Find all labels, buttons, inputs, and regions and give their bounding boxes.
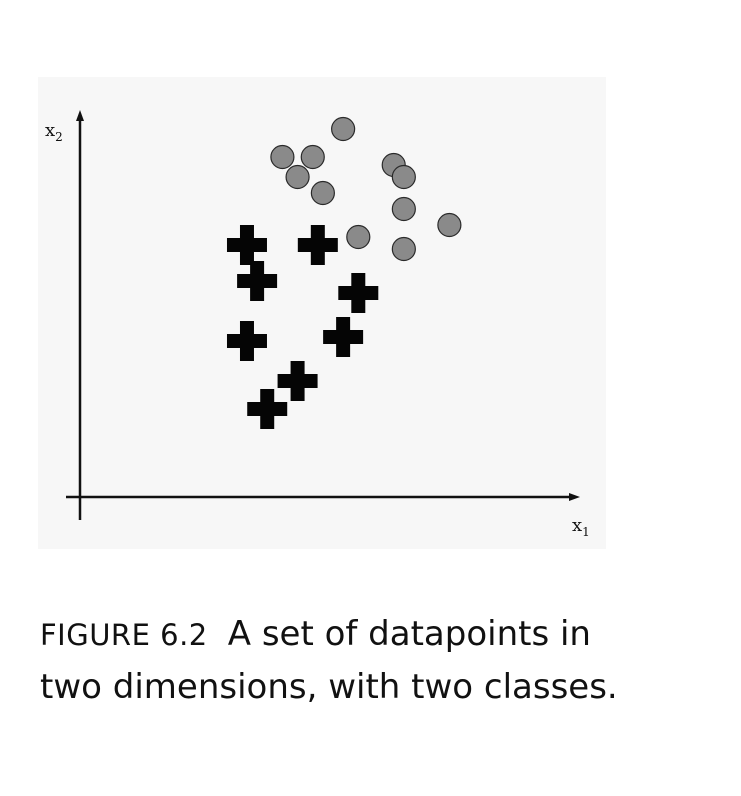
circle-point-5 (310, 180, 335, 206)
scatter-chart: x2 x1 (45, 110, 590, 539)
y-axis-label-main: x (45, 120, 55, 141)
caption-text-line-2: two dimensions, with two classes. (40, 667, 618, 707)
circle-point-4 (285, 164, 310, 190)
cross-point-4 (338, 273, 379, 313)
x-axis-label-sub: 1 (582, 525, 590, 539)
y-axis-arrowhead (76, 110, 84, 121)
x-axis-label-main: x (572, 515, 582, 536)
circle-point-11 (391, 236, 416, 262)
circle-point-2 (270, 144, 295, 170)
axes: x2 x1 (45, 110, 590, 539)
figure-caption: FIGURE 6.2 A set of datapoints in two dim… (40, 608, 680, 713)
circle-point-7 (391, 164, 416, 190)
y-axis-label: x2 (45, 120, 63, 144)
cross-point-7 (277, 361, 318, 401)
circle-point-8 (391, 196, 416, 222)
cross-point-5 (226, 321, 267, 361)
x-axis-arrowhead (569, 493, 580, 501)
cross-point-6 (323, 317, 364, 357)
circle-point-10 (346, 224, 371, 250)
cross-point-8 (247, 389, 288, 429)
x-axis-label: x1 (572, 515, 590, 539)
circle-point-3 (300, 144, 325, 170)
cross-point-2 (297, 225, 338, 265)
circle-point-1 (331, 116, 356, 142)
cross-point-1 (226, 225, 267, 265)
circle-point-9 (437, 212, 462, 238)
caption-line-1: FIGURE 6.2 A set of datapoints in (40, 608, 680, 661)
figure-panel: x2 x1 (38, 77, 606, 549)
caption-figure-label: FIGURE 6.2 (40, 618, 208, 652)
caption-text-line-1: A set of datapoints in (227, 614, 591, 654)
cross-point-3 (237, 261, 278, 301)
caption-line-2: two dimensions, with two classes. (40, 661, 680, 713)
y-axis-label-sub: 2 (55, 130, 63, 144)
data-points (226, 116, 462, 429)
